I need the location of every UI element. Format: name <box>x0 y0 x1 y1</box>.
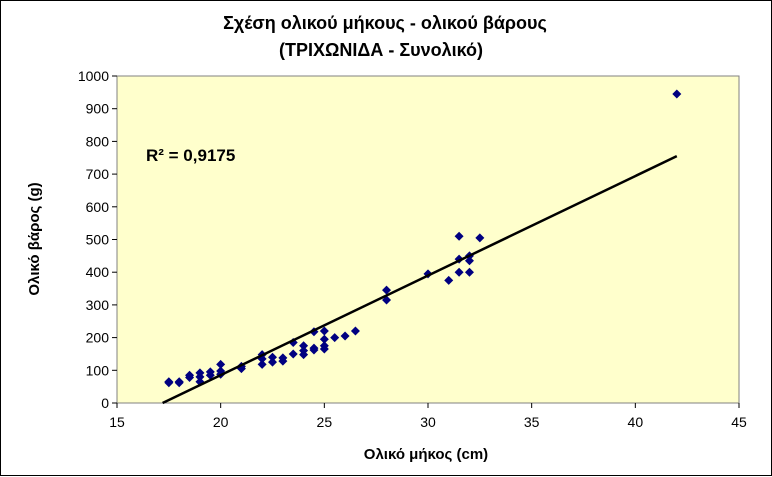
data-point <box>672 89 682 99</box>
data-point <box>257 359 267 369</box>
x-tick-label: 20 <box>213 414 229 430</box>
r-squared-annotation: R² = 0,9175 <box>146 146 235 165</box>
data-point <box>195 368 205 378</box>
data-point <box>454 231 464 241</box>
data-point <box>454 267 464 277</box>
data-point <box>309 343 319 353</box>
chart-title: Σχέση ολικού μήκους - ολικού βάρους <box>223 13 547 33</box>
data-point <box>319 341 329 351</box>
data-point <box>350 326 360 336</box>
data-point <box>174 377 184 387</box>
plot-area <box>116 75 740 404</box>
y-tick-label: 900 <box>86 101 110 117</box>
y-tick-label: 300 <box>86 297 110 313</box>
chart-subtitle: (ΤΡΙΧΩΝΙΔΑ - Συνολικό) <box>279 40 483 60</box>
data-point <box>205 367 215 377</box>
x-axis: 15 20 25 30 35 40 45 <box>109 403 747 430</box>
data-point <box>475 233 485 243</box>
y-tick-label: 100 <box>86 362 110 378</box>
x-tick-label: 40 <box>628 414 644 430</box>
y-tick-label: 800 <box>86 133 110 149</box>
data-point <box>382 285 392 295</box>
data-point <box>216 359 226 369</box>
data-point <box>444 275 454 285</box>
data-point <box>340 331 350 341</box>
y-tick-label: 0 <box>101 395 109 411</box>
data-point <box>268 352 277 362</box>
y-tick-label: 500 <box>86 232 110 248</box>
x-tick-label: 30 <box>420 414 436 430</box>
data-point <box>330 333 340 343</box>
x-tick-label: 35 <box>524 414 540 430</box>
y-tick-label: 700 <box>86 166 110 182</box>
x-axis-label: Ολικό μήκος (cm) <box>364 446 488 463</box>
y-tick-label: 1000 <box>78 68 109 84</box>
data-point <box>464 267 474 277</box>
x-tick-label: 15 <box>109 414 125 430</box>
y-axis: 0 100 200 300 400 500 600 700 800 900 1000 <box>78 68 117 411</box>
data-point <box>288 349 298 359</box>
y-tick-label: 600 <box>86 199 110 215</box>
data-point <box>185 370 195 380</box>
y-axis-label: Ολικό βάρος (g) <box>26 182 43 295</box>
data-point <box>164 377 174 387</box>
data-point <box>278 353 288 363</box>
x-tick-label: 45 <box>731 414 747 430</box>
data-point <box>299 346 309 356</box>
trendline <box>162 154 678 405</box>
data-point <box>268 357 277 367</box>
data-point <box>319 334 329 344</box>
y-tick-label: 400 <box>86 264 110 280</box>
data-point <box>299 341 309 351</box>
data-point <box>319 326 329 336</box>
data-point <box>464 256 474 266</box>
y-tick-label: 200 <box>86 330 110 346</box>
x-tick-label: 25 <box>317 414 333 430</box>
